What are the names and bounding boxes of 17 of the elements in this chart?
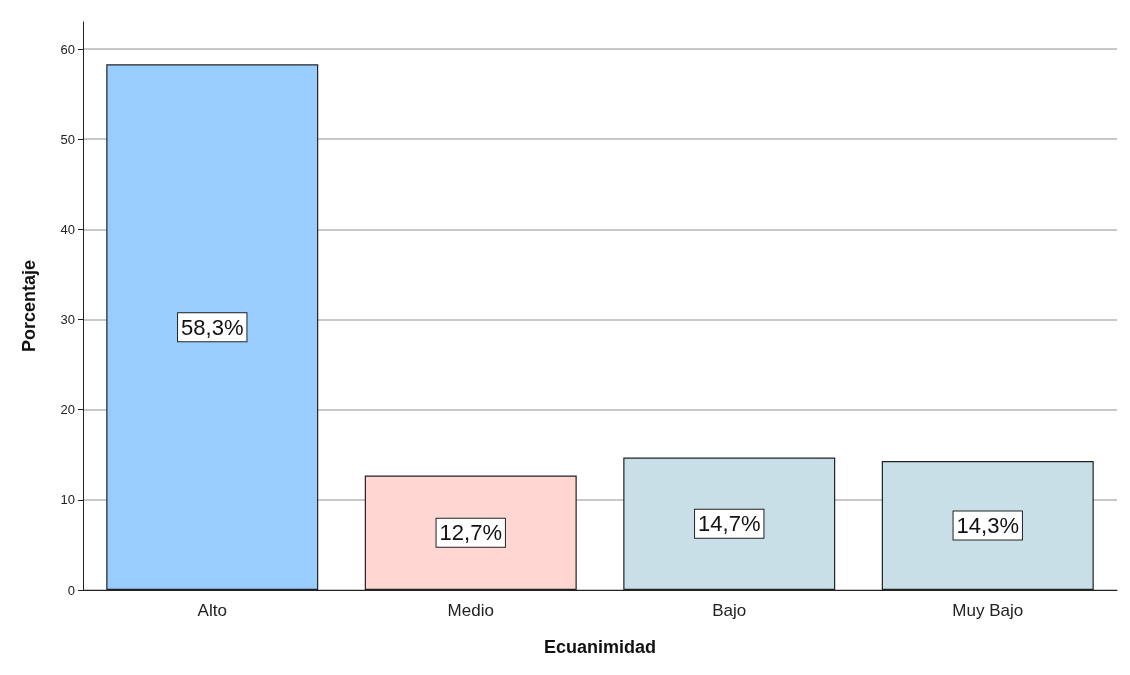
y-tick-label: 50 <box>60 131 75 147</box>
y-tick-label: 30 <box>60 312 75 328</box>
data-label: 58,3% <box>181 314 244 340</box>
y-tick-label: 60 <box>60 41 75 57</box>
y-tick-label: 40 <box>60 221 75 237</box>
data-label: 14,3% <box>956 513 1019 539</box>
x-tick-label: Medio <box>447 601 494 620</box>
y-tick-label: 20 <box>60 402 75 418</box>
y-axis-title: Porcentaje <box>19 259 39 353</box>
x-tick-label: Muy Bajo <box>952 601 1024 620</box>
data-label: 14,7% <box>698 511 761 537</box>
y-tick-label: 0 <box>67 582 75 598</box>
y-tick-label: 10 <box>60 492 75 508</box>
x-axis-title: Ecuanimidad <box>543 637 657 657</box>
data-label: 12,7% <box>439 520 502 546</box>
x-tick-label: Alto <box>197 601 227 620</box>
x-tick-label: Bajo <box>712 601 747 620</box>
